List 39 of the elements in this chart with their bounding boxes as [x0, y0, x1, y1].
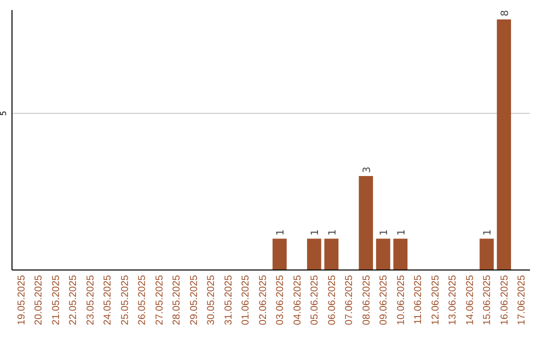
x-tick-label: 13.06.2025	[448, 274, 459, 326]
x-tick-label: 11.06.2025	[413, 274, 424, 324]
x-tick-label: 17.06.2025	[516, 274, 528, 326]
x-tick-label: 06.06.2025	[326, 274, 338, 326]
x-tick-label: 21.05.2025	[50, 274, 62, 326]
x-tick-label: 14.06.2025	[464, 274, 476, 326]
x-tick-label: 10.06.2025	[396, 274, 407, 326]
data-label: 1	[396, 229, 408, 236]
x-tick-label: 01.06.2025	[240, 274, 252, 326]
x-tick-label: 24.05.2025	[102, 274, 114, 326]
x-tick-label: 07.06.2025	[344, 274, 356, 326]
data-label: 1	[327, 229, 338, 236]
x-tick-label: 23.05.2025	[85, 274, 96, 326]
x-tick-label: 12.06.2025	[430, 274, 442, 326]
x-tick-label: 02.06.2025	[258, 274, 269, 326]
x-tick-label: 31.05.2025	[223, 274, 234, 326]
x-tick-label: 25.05.2025	[120, 274, 131, 326]
x-tick-label: 16.06.2025	[499, 274, 510, 326]
x-tick-label: 30.05.2025	[206, 274, 218, 326]
x-tick-label: 28.05.2025	[172, 274, 183, 326]
data-label: 8	[500, 10, 511, 16]
x-tick-label: 03.06.2025	[275, 274, 286, 326]
data-label: 3	[362, 166, 373, 174]
x-tick-label: 04.06.2025	[292, 274, 304, 326]
data-label: 1	[482, 229, 494, 236]
ref-line-label: 5	[0, 110, 8, 116]
x-tick-label: 20.05.2025	[34, 274, 45, 326]
data-label: 1	[276, 229, 287, 236]
x-tick-label: 08.06.2025	[361, 274, 372, 326]
x-tick-label: 05.06.2025	[310, 274, 321, 326]
x-tick-label: 27.05.2025	[154, 274, 166, 326]
x-tick-label: 29.05.2025	[188, 274, 200, 326]
data-label: 1	[379, 229, 390, 236]
x-tick-label: 26.05.2025	[137, 274, 148, 326]
x-tick-label: 15.06.2025	[482, 274, 494, 326]
x-tick-label: 22.05.2025	[68, 274, 80, 326]
data-label: 1	[310, 229, 322, 236]
x-tick-label: 09.06.2025	[378, 274, 390, 326]
x-tick-label: 19.05.2025	[16, 274, 28, 326]
